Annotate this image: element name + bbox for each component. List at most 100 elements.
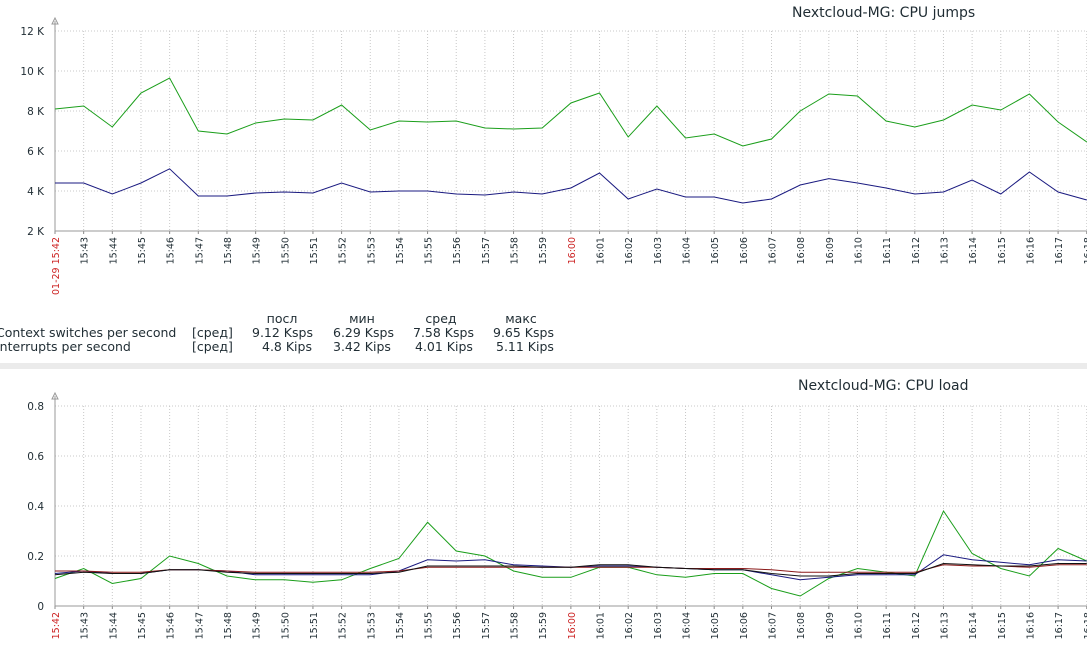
y-tick-label: 0.6	[27, 451, 44, 463]
y-axis-arrow	[51, 391, 59, 400]
x-tick-label: 15:52	[338, 612, 349, 639]
cpu-jumps-title: Nextcloud-MG: CPU jumps	[792, 5, 976, 21]
x-tick-label: 16:09	[825, 612, 836, 639]
x-tick-label: 16:17	[1054, 237, 1065, 264]
x-tick-label: 15:55	[424, 612, 435, 639]
legend-row-interrupts-min: 3.42 Kips	[333, 339, 391, 354]
x-tick-label: 15:47	[194, 237, 205, 264]
panel-separator	[0, 363, 1087, 369]
legend-row-context-switches-func: [сред]	[192, 325, 233, 340]
x-tick-label: 15:45	[137, 237, 148, 264]
x-tick-label: 16:08	[796, 612, 807, 639]
x-tick-label: 15:57	[481, 612, 492, 639]
x-tick-label: 16:06	[739, 237, 750, 264]
x-tick-label: 16:02	[624, 612, 635, 639]
x-tick-label: 16:10	[853, 612, 864, 639]
series-line-interrupts-per-second	[55, 168, 1087, 204]
legend-header-min: мин	[349, 311, 375, 326]
cpu-jumps-chart[interactable]: 2 K 4 K 6 K 8 K 10 K 12 K 01-29 15:42 15:43 15:4…	[0, 0, 1087, 363]
x-tick-label: 16:08	[796, 237, 807, 264]
y-axis-arrow	[51, 16, 59, 25]
x-tick-label: 15:59	[538, 612, 549, 639]
x-tick-label: 15:46	[166, 612, 177, 639]
x-tick-label: 16:02	[624, 237, 635, 264]
y-tick-label: 0.8	[27, 401, 44, 413]
x-tick-label: 16:16	[1025, 237, 1036, 264]
y-tick-label: 0.2	[27, 551, 44, 563]
series-line-green	[54, 509, 1087, 597]
x-tick-label: 15:53	[366, 237, 377, 264]
x-tick-label: 16:13	[939, 237, 950, 264]
cpu-jumps-panel: 2 K 4 K 6 K 8 K 10 K 12 K 01-29 15:42 15:43 15:4…	[0, 0, 1087, 363]
y-tick-label: 0.4	[27, 501, 44, 513]
x-tick-label: 16:12	[911, 237, 922, 264]
x-tick-label: 16:05	[710, 612, 721, 639]
x-tick-label: 16:07	[768, 237, 779, 264]
x-tick-label: 15:57	[481, 237, 492, 264]
x-tick-label: 16:04	[682, 612, 693, 639]
x-tick-label: 16:03	[653, 612, 664, 639]
legend-row-interrupts-func: [сред]	[192, 339, 233, 354]
series-line-context-switches-per-second	[54, 77, 1087, 147]
series-line-black-line	[54, 562, 1087, 577]
x-tick-label: 16:00	[567, 237, 578, 264]
cpu-load-title: Nextcloud-MG: CPU load	[798, 378, 969, 394]
x-tick-label: 15:59	[538, 237, 549, 264]
x-tick-label: 16:07	[768, 612, 779, 639]
x-tick-label: 15:48	[223, 237, 234, 264]
x-tick-label: 15:48	[223, 612, 234, 639]
x-tick-label: 15:50	[280, 237, 291, 264]
cpu-jumps-legend: посл мин сред макс Context switches per …	[0, 0, 600, 363]
x-tick-label: 15:56	[452, 612, 463, 639]
x-tick-label: 16:09	[825, 237, 836, 264]
x-tick-label: 15:44	[108, 237, 119, 264]
x-tick-label: 16:01	[596, 237, 607, 264]
legend-row-context-switches-name: Context switches per second	[0, 325, 177, 340]
y-tick-label: 0	[37, 601, 44, 613]
x-tick-label: 15:47	[194, 612, 205, 639]
legend-row-context-switches-min: 6.29 Ksps	[333, 325, 394, 340]
x-tick-label: 15:43	[80, 612, 91, 639]
x-tick-label: 15:55	[424, 237, 435, 264]
y-tick-label: 12 K	[20, 26, 45, 38]
x-tick-label: 15:49	[252, 612, 263, 639]
x-tick-label: 16:14	[968, 237, 979, 264]
x-tick-label: 15:43	[80, 237, 91, 264]
x-tick-label: 16:06	[739, 612, 750, 639]
x-tick-label: 15:58	[510, 612, 521, 639]
x-tick-label: 16:00	[567, 612, 578, 639]
legend-header-avg: сред	[425, 311, 457, 326]
x-tick-label: 16:18	[1083, 237, 1087, 264]
x-tick-label: 15:42	[51, 612, 62, 639]
x-tick-label: 16:10	[853, 237, 864, 264]
cpu-load-chart[interactable]: 0 0.2 0.4 0.6 0.8 15:42 15:43 15:44 15:45 15:46 15…	[0, 369, 1087, 648]
x-tick-label: 15:49	[252, 237, 263, 264]
legend-row-interrupts-last: 4.8 Kips	[262, 339, 312, 354]
x-tick-label: 16:01	[596, 612, 607, 639]
x-tick-label: 01-29 15:42	[51, 237, 62, 295]
legend-row-interrupts-name: Interrupts per second	[0, 339, 131, 354]
x-tick-label: 15:58	[510, 237, 521, 264]
y-tick-label: 2 K	[27, 226, 45, 238]
legend-header-max: макс	[505, 311, 537, 326]
x-tick-label: 15:51	[309, 237, 320, 264]
x-tick-label: 16:15	[997, 612, 1008, 639]
x-tick-label: 16:18	[1083, 612, 1087, 639]
legend-row-context-switches-avg: 7.58 Ksps	[413, 325, 474, 340]
x-tick-label: 16:13	[939, 612, 950, 639]
x-tick-label: 15:44	[108, 612, 119, 639]
x-tick-label: 16:17	[1054, 612, 1065, 639]
x-tick-label: 16:04	[682, 237, 693, 264]
x-tick-label: 15:45	[137, 612, 148, 639]
x-tick-label: 15:46	[166, 237, 177, 264]
legend-row-context-switches-last: 9.12 Ksps	[252, 325, 313, 340]
legend-row-context-switches-max: 9.65 Ksps	[493, 325, 554, 340]
x-tick-label: 16:12	[911, 612, 922, 639]
y-tick-label: 10 K	[20, 66, 45, 78]
y-tick-label: 8 K	[27, 106, 45, 118]
x-tick-label: 16:11	[882, 237, 893, 264]
x-tick-label: 15:54	[395, 237, 406, 264]
cpu-load-panel: 0 0.2 0.4 0.6 0.8 15:42 15:43 15:44 15:45 15:46 15…	[0, 369, 1087, 648]
x-tick-label: 15:50	[280, 612, 291, 639]
x-tick-label: 16:14	[968, 612, 979, 639]
